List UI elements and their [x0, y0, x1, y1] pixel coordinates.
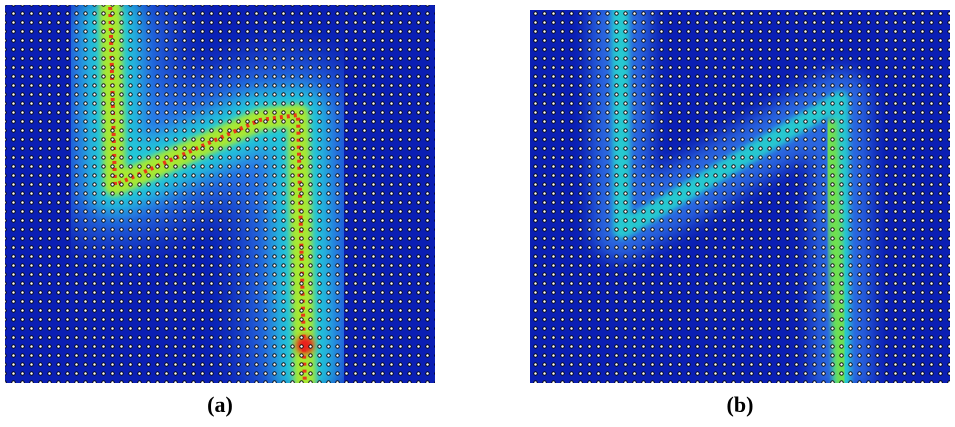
panel-b-heatmap — [530, 10, 950, 383]
panel-label: (b) — [727, 392, 754, 417]
panel-label: (a) — [207, 392, 233, 417]
panel-a-heatmap — [5, 5, 435, 383]
